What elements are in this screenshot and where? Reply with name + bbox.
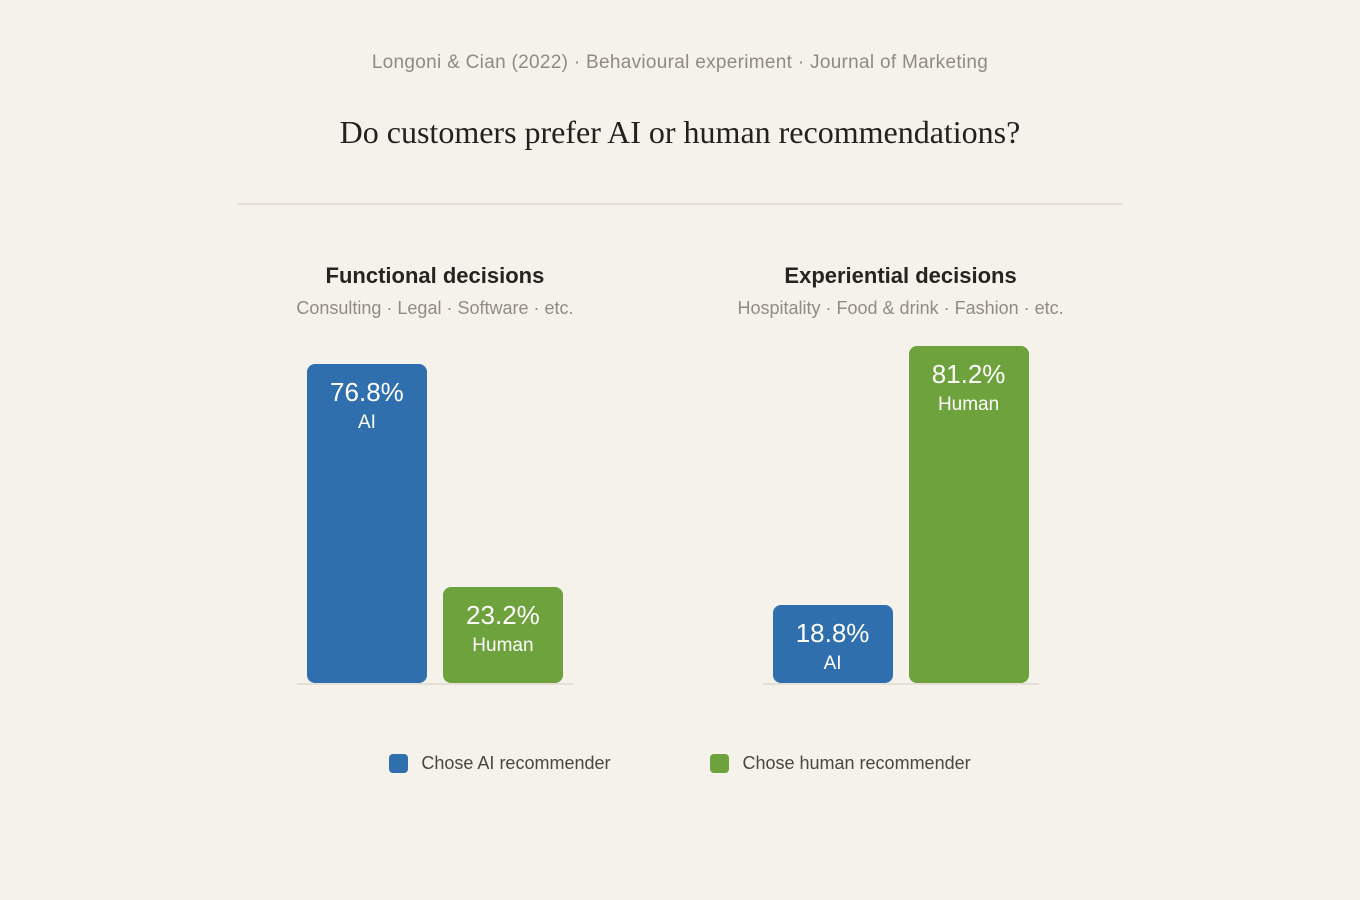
bar-experiential-human: 81.2% Human (908, 346, 1029, 683)
charts-row: Functional decisions Consulting · Legal … (0, 263, 1360, 685)
bar-experiential-ai: 18.8% AI (772, 605, 893, 683)
bar-category-label: Human (937, 394, 1000, 416)
bar-category-label: AI (823, 653, 842, 675)
plot-area: 76.8% AI 23.2% Human (296, 345, 573, 685)
legend-item-human: Chose human recommender (710, 753, 971, 774)
bar-value-label: 81.2% (931, 359, 1006, 389)
divider-line (238, 203, 1122, 205)
bar-value-label: 76.8% (330, 377, 404, 407)
source-kicker: Longoni & Cian (2022) · Behavioural expe… (371, 52, 989, 73)
bar-category-label: Human (472, 635, 534, 657)
group-subtitle: Hospitality · Food & drink · Fashion · e… (737, 298, 1064, 318)
legend-label: Chose AI recommender (421, 753, 611, 773)
legend-swatch-human (710, 754, 730, 773)
chart-group-experiential: Experiential decisions Hospitality · Foo… (738, 263, 1064, 685)
plot-area: 18.8% AI 81.2% Human (762, 345, 1039, 685)
bar-functional-human: 23.2% Human (442, 587, 563, 683)
group-title: Functional decisions (325, 263, 545, 288)
bar-category-label: AI (357, 412, 376, 434)
group-subtitle: Consulting · Legal · Software · etc. (296, 298, 574, 318)
legend-label: Chose human recommender (742, 753, 971, 773)
bar-functional-ai: 76.8% AI (306, 364, 427, 683)
legend-item-ai: Chose AI recommender (389, 753, 610, 774)
bar-value-label: 23.2% (466, 600, 540, 630)
page-title: Do customers prefer AI or human recommen… (339, 114, 1021, 150)
legend-swatch-ai (389, 754, 409, 773)
legend: Chose AI recommender Chose human recomme… (0, 753, 1360, 774)
chart-group-functional: Functional decisions Consulting · Legal … (296, 263, 574, 685)
group-title: Experiential decisions (784, 263, 1017, 288)
bar-value-label: 18.8% (795, 618, 870, 648)
